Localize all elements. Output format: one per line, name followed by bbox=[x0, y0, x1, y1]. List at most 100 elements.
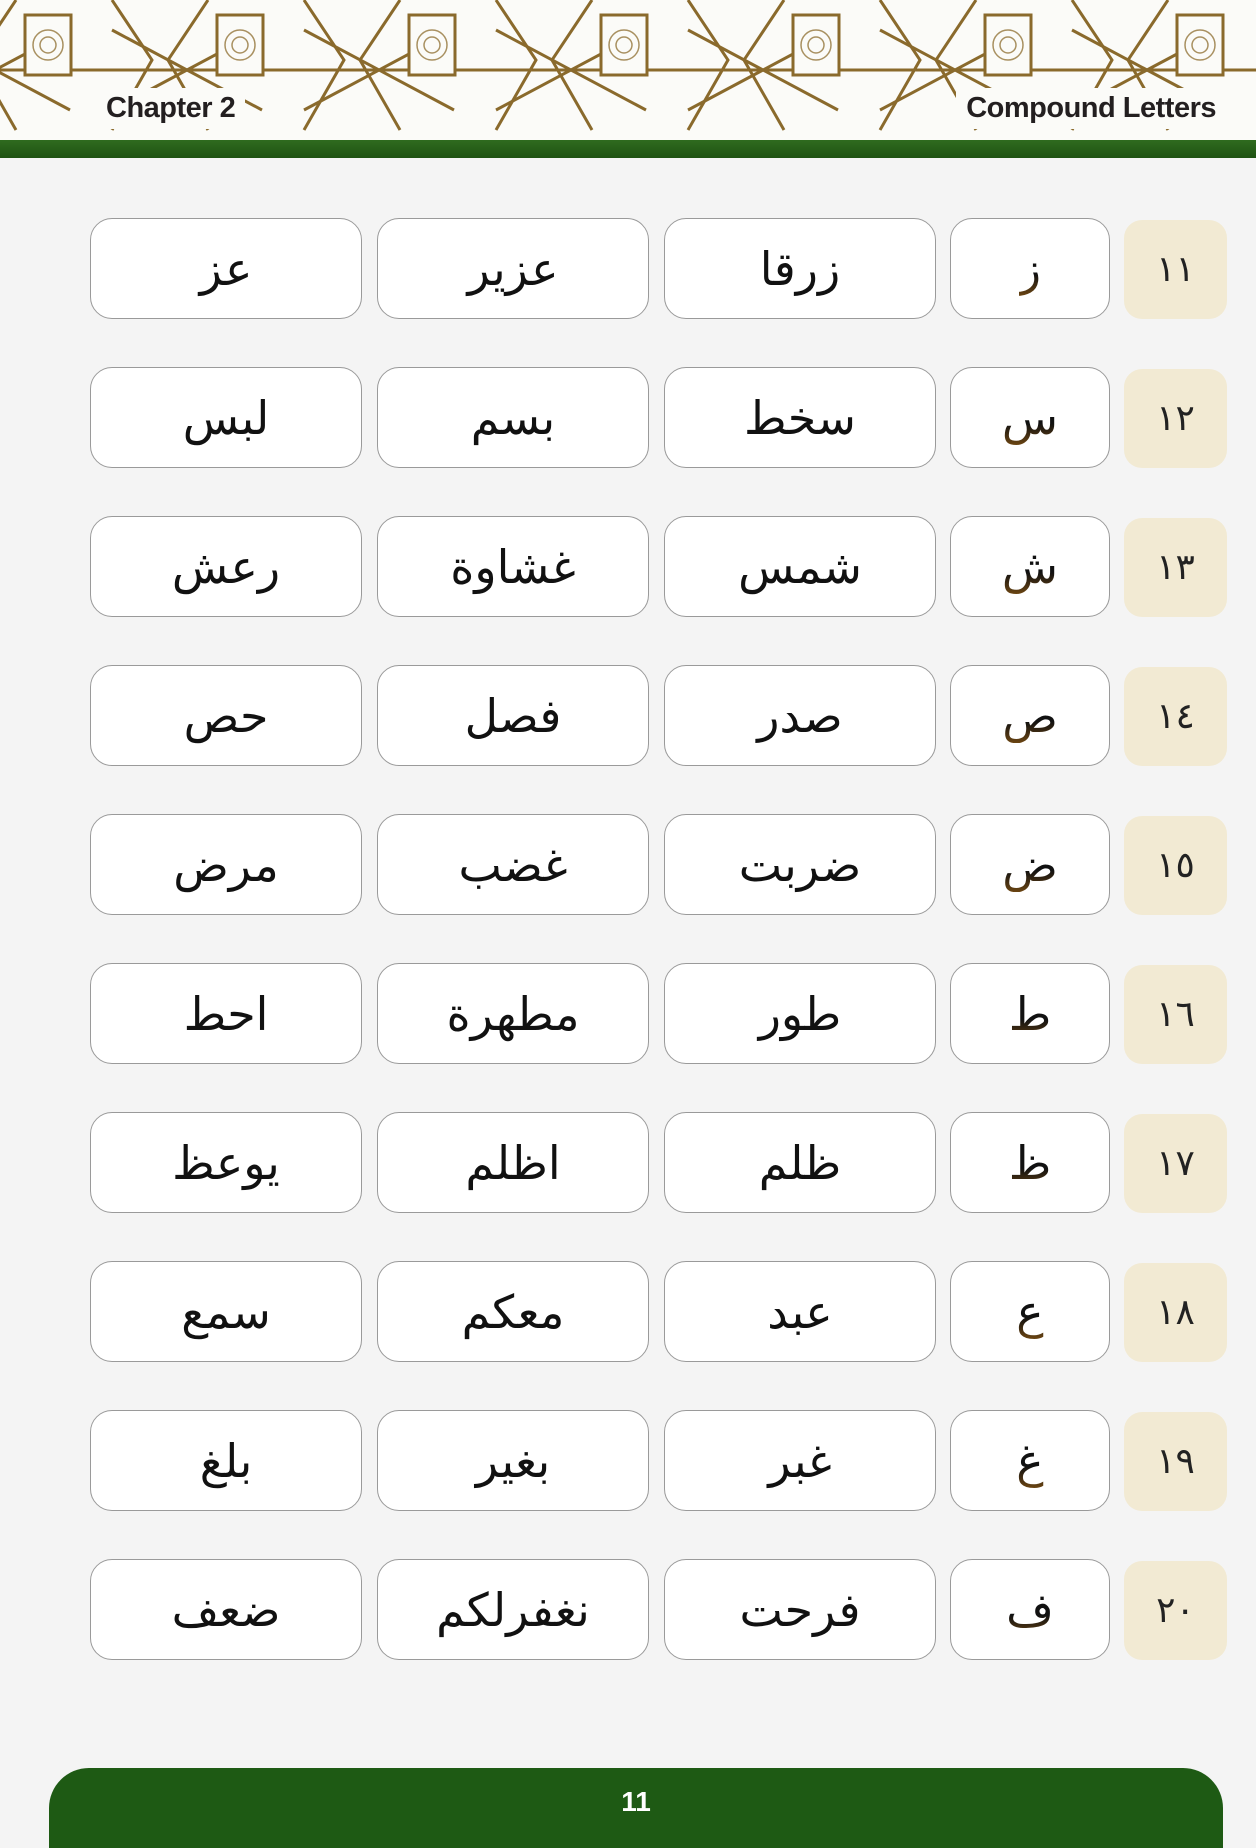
word-box: فرحت bbox=[664, 1559, 936, 1660]
geometric-pattern-decoration bbox=[0, 0, 1256, 131]
word-box: حص bbox=[90, 665, 362, 766]
word-text: صدر bbox=[757, 688, 843, 743]
word-text: حص bbox=[183, 688, 269, 743]
word-text: عبد bbox=[767, 1284, 833, 1339]
word-box: بسم bbox=[377, 367, 649, 468]
row-number: ١٩ bbox=[1124, 1412, 1227, 1511]
letter-text: ص bbox=[1002, 688, 1058, 743]
letter-text: ض bbox=[1002, 837, 1058, 892]
letter-text: ط bbox=[1008, 986, 1052, 1041]
letter-text: س bbox=[1001, 390, 1059, 445]
word-text: بسم bbox=[470, 390, 556, 445]
word-box: غضب bbox=[377, 814, 649, 915]
word-box: بلغ bbox=[90, 1410, 362, 1511]
word-text: اظلم bbox=[465, 1135, 561, 1190]
word-box: معكم bbox=[377, 1261, 649, 1362]
word-text: ضربت bbox=[738, 837, 862, 892]
page-number: 11 bbox=[621, 1786, 651, 1817]
word-box: اظلم bbox=[377, 1112, 649, 1213]
word-box: سخط bbox=[664, 367, 936, 468]
word-box: احط bbox=[90, 963, 362, 1064]
word-box: بغير bbox=[377, 1410, 649, 1511]
page-footer: 11 bbox=[49, 1768, 1223, 1848]
letter-box: ف bbox=[950, 1559, 1110, 1660]
letter-box: ض bbox=[950, 814, 1110, 915]
table-row: زرقا عزير عز ز ١١ bbox=[0, 218, 1256, 321]
word-box: يوعظ bbox=[90, 1112, 362, 1213]
word-text: مرض bbox=[173, 837, 279, 892]
word-box: مرض bbox=[90, 814, 362, 915]
letter-box: ز bbox=[950, 218, 1110, 319]
word-text: عز bbox=[199, 241, 253, 296]
word-text: غبر bbox=[768, 1433, 832, 1488]
row-number: ١٧ bbox=[1124, 1114, 1227, 1213]
section-title: Compound Letters bbox=[956, 88, 1226, 129]
word-text: بلغ bbox=[199, 1433, 253, 1488]
word-text: شمس bbox=[738, 539, 862, 594]
header-divider bbox=[0, 140, 1256, 158]
word-box: ضعف bbox=[90, 1559, 362, 1660]
word-text: رعش bbox=[171, 539, 281, 594]
word-box: صدر bbox=[664, 665, 936, 766]
word-box: عز bbox=[90, 218, 362, 319]
row-number: ١٢ bbox=[1124, 369, 1227, 468]
word-box: شمس bbox=[664, 516, 936, 617]
word-text: طور bbox=[758, 986, 842, 1041]
word-text: لبس bbox=[182, 390, 270, 445]
word-box: لبس bbox=[90, 367, 362, 468]
row-number: ١٨ bbox=[1124, 1263, 1227, 1362]
word-text: ظلم bbox=[758, 1135, 842, 1190]
table-row: صدر فصل حص ص ١٤ bbox=[0, 665, 1256, 768]
word-text: ضعف bbox=[171, 1582, 281, 1637]
word-box: عزير bbox=[377, 218, 649, 319]
letter-text: ف bbox=[1006, 1582, 1054, 1637]
word-text: سمع bbox=[181, 1284, 271, 1339]
word-text: فصل bbox=[464, 688, 562, 743]
row-number: ١٥ bbox=[1124, 816, 1227, 915]
word-text: زرقا bbox=[759, 241, 841, 296]
letter-box: س bbox=[950, 367, 1110, 468]
word-text: بغير bbox=[475, 1433, 551, 1488]
word-box: غشاوة bbox=[377, 516, 649, 617]
word-box: مطهرة bbox=[377, 963, 649, 1064]
letter-box: ظ bbox=[950, 1112, 1110, 1213]
page-header: Chapter 2 Compound Letters bbox=[0, 0, 1256, 142]
word-text: غضب bbox=[458, 837, 568, 892]
word-text: يوعظ bbox=[172, 1135, 280, 1190]
word-box: طور bbox=[664, 963, 936, 1064]
word-box: غبر bbox=[664, 1410, 936, 1511]
word-box: عبد bbox=[664, 1261, 936, 1362]
word-text: احط bbox=[183, 986, 269, 1041]
letter-text: ع bbox=[1016, 1284, 1044, 1339]
letter-text: ز bbox=[1018, 241, 1042, 296]
word-text: مطهرة bbox=[446, 986, 580, 1041]
letter-box: ط bbox=[950, 963, 1110, 1064]
word-box: ضربت bbox=[664, 814, 936, 915]
word-text: غشاوة bbox=[450, 539, 576, 594]
word-text: فرحت bbox=[739, 1582, 861, 1637]
letter-text: ظ bbox=[1008, 1135, 1052, 1190]
word-box: زرقا bbox=[664, 218, 936, 319]
table-row: ضربت غضب مرض ض ١٥ bbox=[0, 814, 1256, 917]
table-row: سخط بسم لبس س ١٢ bbox=[0, 367, 1256, 470]
row-number: ١٣ bbox=[1124, 518, 1227, 617]
table-row: فرحت نغفرلكم ضعف ف ٢٠ bbox=[0, 1559, 1256, 1662]
word-text: نغفرلكم bbox=[436, 1582, 590, 1637]
row-number: ١٤ bbox=[1124, 667, 1227, 766]
word-text: معكم bbox=[461, 1284, 565, 1339]
letter-box: غ bbox=[950, 1410, 1110, 1511]
letter-text: ش bbox=[1001, 539, 1059, 594]
word-box: سمع bbox=[90, 1261, 362, 1362]
word-box: فصل bbox=[377, 665, 649, 766]
table-row: طور مطهرة احط ط ١٦ bbox=[0, 963, 1256, 1066]
word-box: ظلم bbox=[664, 1112, 936, 1213]
word-box: نغفرلكم bbox=[377, 1559, 649, 1660]
row-number: ٢٠ bbox=[1124, 1561, 1227, 1660]
table-row: شمس غشاوة رعش ش ١٣ bbox=[0, 516, 1256, 619]
table-row: غبر بغير بلغ غ ١٩ bbox=[0, 1410, 1256, 1513]
word-text: عزير bbox=[467, 241, 559, 296]
word-text: سخط bbox=[744, 390, 856, 445]
letter-text: غ bbox=[1016, 1433, 1044, 1488]
letter-box: ع bbox=[950, 1261, 1110, 1362]
chapter-label: Chapter 2 bbox=[96, 88, 246, 129]
